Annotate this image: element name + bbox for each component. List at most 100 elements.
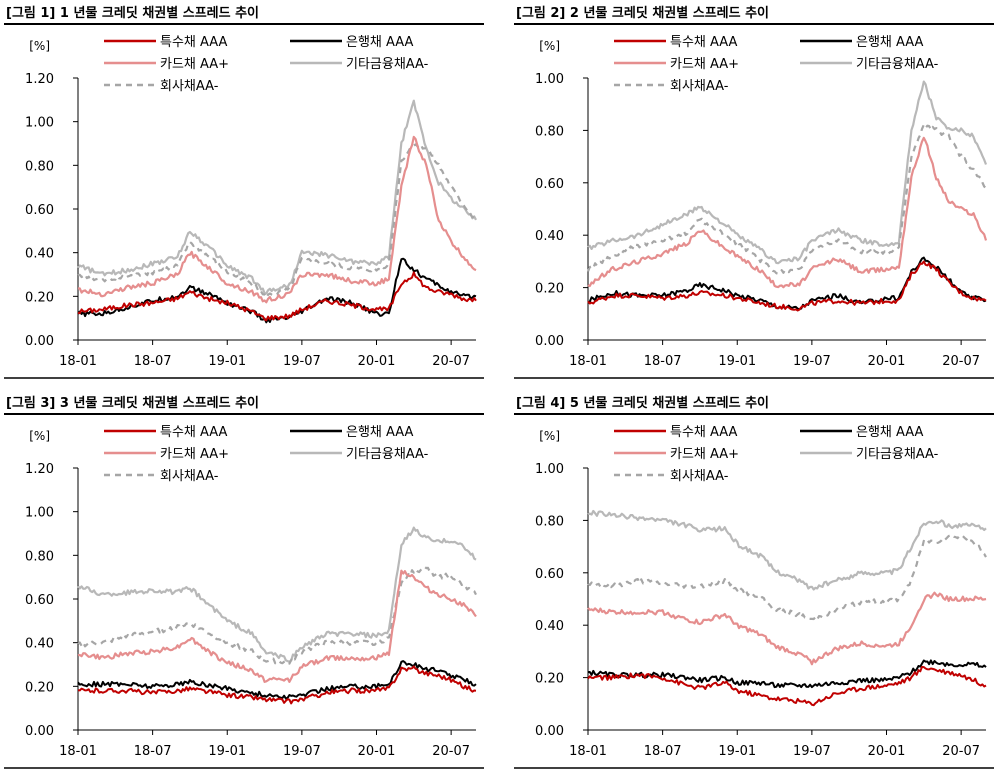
chart-svg: [그림 4] 5 년물 크레딧 채권별 스프레드 추이 [%] 0.00 0.20 0.… <box>514 395 994 769</box>
y-tick-label: 0.40 <box>25 247 54 262</box>
series-line-3 <box>587 136 988 289</box>
series-line-2 <box>587 659 987 689</box>
y-tick-label: 0.20 <box>25 680 54 695</box>
legend-label: 특수채 AAA <box>670 35 738 50</box>
series-line-4 <box>77 99 477 295</box>
y-tick-label: 0.80 <box>535 124 564 139</box>
x-tick-label: 18-01 <box>569 744 607 759</box>
y-tick-label: 0.80 <box>25 159 54 174</box>
chart-title: [그림 3] 3 년물 크레딧 채권별 스프레드 추이 <box>6 395 259 411</box>
y-tick-label: 0.20 <box>535 282 564 297</box>
legend-label: 기타금융채AA- <box>346 57 429 72</box>
x-tick-label: 20-01 <box>868 744 906 759</box>
y-tick-label: 1.20 <box>25 462 54 477</box>
x-tick-label: 18-01 <box>59 744 97 759</box>
legend-label: 카드채 AA+ <box>670 57 739 72</box>
x-tick-label: 18-07 <box>644 744 682 759</box>
chart-title: [그림 2] 2 년물 크레딧 채권별 스프레드 추이 <box>516 5 769 21</box>
x-tick-label: 20-07 <box>942 354 980 369</box>
legend-label: 특수채 AAA <box>670 425 738 440</box>
x-tick-label: 19-01 <box>718 354 756 369</box>
y-tick-label: 1.00 <box>535 462 564 477</box>
x-tick-label: 18-07 <box>644 354 682 369</box>
series-line-4 <box>587 509 987 591</box>
y-tick-label: 1.20 <box>25 72 54 87</box>
y-unit-label: [%] <box>29 39 50 53</box>
series-line-4 <box>77 526 477 663</box>
legend-label: 회사채AA- <box>160 79 219 94</box>
y-tick-label: 1.00 <box>535 72 564 87</box>
legend-label: 특수채 AAA <box>160 425 228 440</box>
legend-label: 회사채AA- <box>160 469 219 484</box>
x-tick-label: 20-01 <box>358 354 396 369</box>
legend-label: 은행채 AAA <box>856 424 924 440</box>
series-line-4 <box>587 80 988 265</box>
x-tick-label: 18-07 <box>134 744 172 759</box>
x-tick-label: 20-01 <box>868 354 906 369</box>
legend-label: 특수채 AAA <box>160 35 228 50</box>
y-unit-label: [%] <box>539 39 560 53</box>
y-unit-label: [%] <box>539 429 560 443</box>
x-tick-label: 20-07 <box>432 744 470 759</box>
x-tick-label: 19-07 <box>283 744 321 759</box>
x-tick-label: 20-07 <box>432 354 470 369</box>
legend-label: 회사채AA- <box>670 79 729 94</box>
y-tick-label: 0.00 <box>25 334 54 349</box>
x-tick-label: 19-01 <box>718 744 756 759</box>
y-tick-label: 0.60 <box>535 567 564 582</box>
x-tick-label: 18-01 <box>59 354 97 369</box>
legend-label: 회사채AA- <box>670 469 729 484</box>
y-tick-label: 0.60 <box>535 177 564 192</box>
chart-title: [그림 4] 5 년물 크레딧 채권별 스프레드 추이 <box>516 395 769 411</box>
series-line-3 <box>77 569 477 683</box>
y-tick-label: 0.40 <box>25 637 54 652</box>
y-tick-label: 0.40 <box>535 619 564 634</box>
legend-label: 카드채 AA+ <box>160 57 229 72</box>
x-tick-label: 20-07 <box>942 744 980 759</box>
series-line-3 <box>77 135 477 304</box>
chart-panel-2: [그림 2] 2 년물 크레딧 채권별 스프레드 추이 [%] 0.00 0.20 0.… <box>510 0 998 382</box>
chart-panel-3: [그림 3] 3 년물 크레딧 채권별 스프레드 추이 [%] 0.00 0.20 0.… <box>0 390 488 772</box>
series-line-5 <box>77 143 477 299</box>
y-tick-label: 0.00 <box>535 724 564 739</box>
y-tick-label: 0.60 <box>25 593 54 608</box>
series-line-1 <box>587 260 987 312</box>
x-tick-label: 18-07 <box>134 354 172 369</box>
x-tick-label: 19-07 <box>283 354 321 369</box>
chart-panel-1: [그림 1] 1 년물 크레딧 채권별 스프레드 추이 [%] 0.00 0.20 0.… <box>0 0 488 382</box>
series-line-5 <box>586 123 987 275</box>
series-line-1 <box>77 665 477 705</box>
y-tick-label: 0.60 <box>25 203 54 218</box>
y-tick-label: 1.00 <box>25 116 54 131</box>
y-tick-label: 0.40 <box>535 229 564 244</box>
y-tick-label: 0.80 <box>25 549 54 564</box>
x-tick-label: 19-01 <box>208 744 246 759</box>
x-tick-label: 19-07 <box>793 354 831 369</box>
series-line-3 <box>587 591 987 666</box>
legend-label: 기타금융채AA- <box>856 57 939 72</box>
chart-svg: [그림 2] 2 년물 크레딧 채권별 스프레드 추이 [%] 0.00 0.20 0.… <box>514 5 994 379</box>
legend-label: 은행채 AAA <box>856 34 924 50</box>
legend-label: 은행채 AAA <box>346 424 414 440</box>
series-line-1 <box>587 665 987 707</box>
y-tick-label: 1.00 <box>25 506 54 521</box>
series-line-1 <box>77 271 477 322</box>
series-line-5 <box>587 533 987 621</box>
legend-label: 카드채 AA+ <box>160 447 229 462</box>
x-tick-label: 19-01 <box>208 354 246 369</box>
legend-label: 기타금융채AA- <box>346 447 429 462</box>
y-tick-label: 0.00 <box>25 724 54 739</box>
y-unit-label: [%] <box>29 429 50 443</box>
legend-label: 기타금융채AA- <box>856 447 939 462</box>
y-tick-label: 0.00 <box>535 334 564 349</box>
y-tick-label: 0.20 <box>535 672 564 687</box>
chart-panel-4: [그림 4] 5 년물 크레딧 채권별 스프레드 추이 [%] 0.00 0.20 0.… <box>510 390 998 772</box>
series-line-2 <box>77 660 477 700</box>
y-tick-label: 0.20 <box>25 290 54 305</box>
legend-label: 카드채 AA+ <box>670 447 739 462</box>
x-tick-label: 19-07 <box>793 744 831 759</box>
chart-svg: [그림 3] 3 년물 크레딧 채권별 스프레드 추이 [%] 0.00 0.20 0.… <box>4 395 484 769</box>
y-tick-label: 0.80 <box>535 514 564 529</box>
x-tick-label: 18-01 <box>569 354 607 369</box>
chart-svg: [그림 1] 1 년물 크레딧 채권별 스프레드 추이 [%] 0.00 0.20 0.… <box>4 5 484 379</box>
